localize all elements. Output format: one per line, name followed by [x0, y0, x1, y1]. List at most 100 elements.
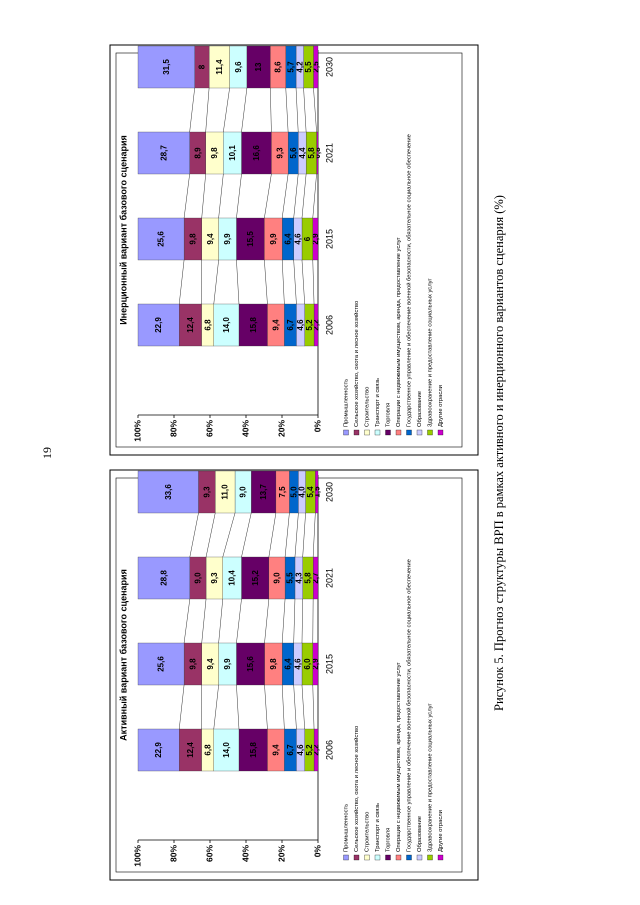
legend-swatch: [406, 429, 412, 436]
value-label: 15,5: [246, 231, 255, 247]
legend-label: Операции с недвижимым имуществом, аренда…: [396, 237, 402, 427]
value-label: 9,4: [271, 319, 280, 331]
value-label: 13,7: [259, 484, 268, 500]
legend-label: Торговля: [386, 403, 392, 427]
legend-swatch: [427, 429, 433, 436]
value-label: 9,9: [223, 233, 232, 245]
value-label: 15,6: [246, 656, 255, 672]
legend-swatch: [395, 854, 402, 861]
legend-swatch: [427, 854, 433, 861]
series-line: [284, 512, 290, 558]
value-label: 12,4: [186, 317, 195, 333]
value-label: 4,6: [293, 658, 302, 670]
value-label: 11,4: [215, 59, 224, 75]
legend-label: Операции с недвижимым имуществом, аренда…: [396, 662, 402, 852]
series-line: [293, 684, 297, 730]
legend-label: Строительство: [365, 812, 371, 852]
series-line: [218, 598, 223, 644]
chart-title: Активный вариант базового сценария: [118, 569, 128, 741]
bar-segment: [137, 470, 199, 514]
series-line: [270, 87, 272, 133]
series-line: [301, 684, 305, 730]
value-label: 5,8: [304, 572, 313, 584]
legend-swatch: [385, 429, 391, 436]
value-label: 9,8: [269, 658, 278, 670]
y-tick-label: 40%: [240, 845, 250, 862]
value-label: 5,4: [306, 486, 315, 498]
y-tick-label: 60%: [204, 420, 214, 437]
x-tick-label: 2021: [324, 568, 334, 588]
legend-swatch: [416, 854, 423, 861]
legend-swatch: [395, 429, 402, 436]
value-label: 15,2: [251, 570, 260, 586]
value-label: 8,9: [193, 147, 202, 159]
series-line: [179, 684, 185, 730]
series-line: [236, 598, 242, 644]
x-tick-label: 2006: [324, 740, 334, 760]
legend-label: Другие отрасли: [438, 810, 444, 852]
series-line: [281, 173, 289, 219]
series-line: [281, 684, 285, 730]
value-label: 2,2: [312, 319, 321, 331]
value-label: 4,6: [293, 233, 302, 245]
legend-label: Транспорт и связь: [375, 378, 381, 427]
value-label: 5,2: [305, 319, 314, 331]
legend-label: Промышленность: [344, 804, 350, 852]
value-label: 5,6: [289, 147, 298, 159]
y-tick-label: 80%: [168, 845, 178, 862]
value-label: 9,4: [206, 658, 215, 670]
value-label: 25,6: [157, 231, 166, 247]
value-label: 9,3: [202, 486, 211, 498]
value-label: 2,2: [312, 744, 321, 756]
legend-swatch: [353, 854, 360, 861]
value-label: 6,4: [284, 233, 293, 245]
value-label: 5,7: [287, 61, 296, 73]
y-tick-label: 100%: [132, 845, 142, 867]
series-line: [213, 684, 219, 730]
chart-frame: [109, 469, 479, 881]
legend-swatch: [343, 429, 349, 436]
legend-label: Образование: [417, 816, 423, 852]
legend-swatch: [353, 429, 360, 436]
legend-swatch: [416, 429, 423, 436]
series-line: [293, 598, 296, 644]
value-label: 6,0: [303, 658, 312, 670]
series-line: [295, 87, 299, 133]
series-line: [312, 684, 315, 730]
series-line: [222, 512, 236, 558]
value-label: 4,4: [298, 147, 307, 159]
value-label: 12,4: [186, 742, 195, 758]
series-line: [264, 173, 272, 219]
value-label: 10,1: [228, 145, 237, 161]
x-tick-label: 2015: [324, 654, 334, 674]
value-label: 9,3: [275, 147, 284, 159]
rotated-content: 19 Рисунок 5. Прогноз структуры ВРП в ра…: [40, 44, 506, 881]
series-line: [218, 173, 224, 219]
value-label: 5,0: [289, 486, 298, 498]
value-label: 31,5: [162, 59, 171, 75]
series-line: [293, 259, 297, 305]
y-tick-label: 40%: [240, 420, 250, 437]
legend-label: Строительство: [365, 387, 371, 427]
series-line: [264, 598, 270, 644]
series-line: [312, 173, 317, 219]
value-label: 6,7: [286, 744, 295, 756]
value-label: 9,3: [210, 572, 219, 584]
legend-label: Сельское хозяйство, охота и лесное хозяй…: [353, 726, 360, 852]
series-line: [301, 598, 303, 644]
legend-label: Здравоохранение и предоставление социаль…: [428, 703, 434, 852]
value-label: 28,8: [160, 570, 169, 586]
value-label: 6,8: [203, 319, 212, 331]
value-label: 13: [254, 62, 263, 71]
series-line: [236, 173, 242, 219]
x-tick-label: 2021: [324, 143, 334, 163]
series-line: [213, 259, 219, 305]
value-label: 2,9: [311, 233, 320, 245]
value-label: 15,8: [249, 742, 258, 758]
bar-segment: [137, 45, 195, 89]
value-label: 16,6: [252, 145, 261, 161]
x-tick-label: 2006: [324, 315, 334, 335]
value-label: 8: [198, 64, 207, 69]
series-line: [241, 512, 252, 558]
